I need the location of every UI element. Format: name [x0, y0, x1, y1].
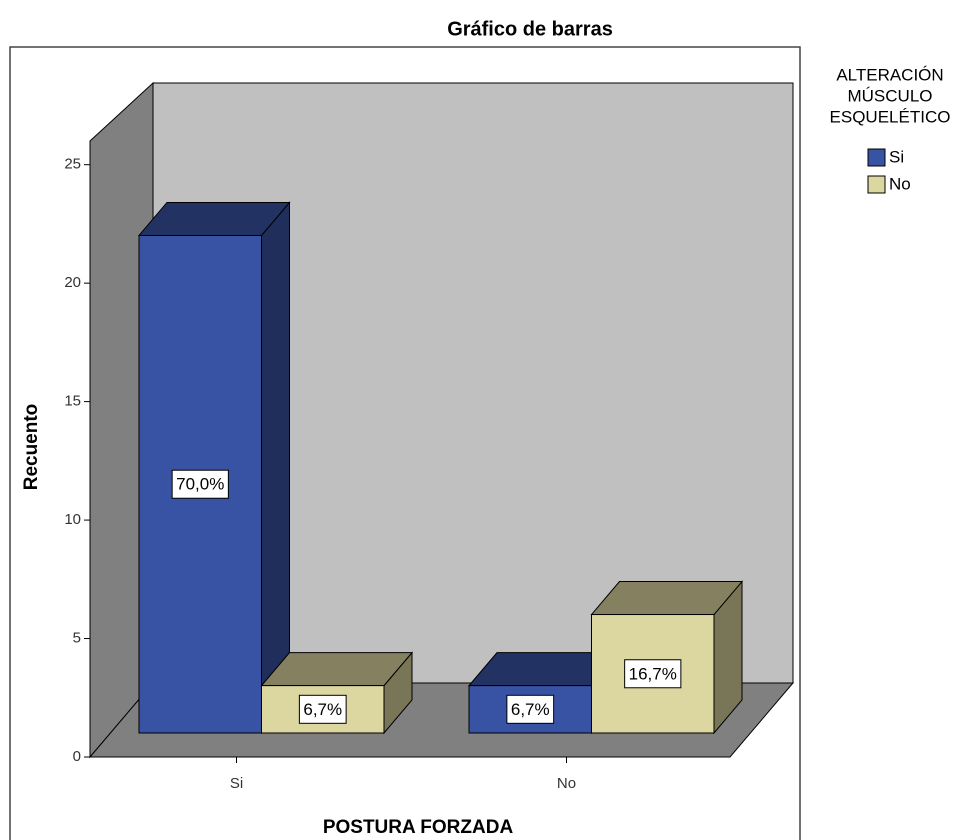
x-axis-title: POSTURA FORZADA: [323, 817, 514, 838]
y-tick-label: 0: [73, 748, 81, 765]
legend-title: ESQUELÉTICO: [830, 107, 951, 126]
legend-label: Si: [889, 147, 904, 166]
y-tick-label: 10: [64, 511, 81, 528]
chart-title: Gráfico de barras: [447, 18, 613, 40]
legend-swatch: [867, 175, 886, 194]
value-label: 70,0%: [176, 475, 224, 494]
y-tick-label: 20: [64, 274, 81, 291]
x-tick-label: No: [557, 775, 576, 792]
value-label-box: [171, 469, 229, 499]
y-tick-label: 5: [73, 630, 81, 647]
legend-title: MÚSCULO: [847, 86, 932, 105]
y-tick-label: 25: [64, 156, 81, 173]
legend-swatch: [867, 148, 886, 167]
y-axis-title: Recuento: [21, 404, 42, 491]
value-label: 6,7%: [511, 700, 550, 719]
value-label-box: [506, 694, 555, 724]
x-tick-label: Si: [230, 775, 243, 792]
bar-side: [261, 201, 290, 735]
value-label: 16,7%: [629, 664, 677, 683]
legend-title: ALTERACIÓN: [836, 65, 943, 84]
value-label-box: [624, 659, 682, 689]
value-label-box: [298, 694, 347, 724]
y-tick-label: 15: [64, 393, 81, 410]
bar: [591, 614, 715, 734]
value-label: 6,7%: [303, 700, 342, 719]
legend-label: No: [889, 174, 911, 193]
